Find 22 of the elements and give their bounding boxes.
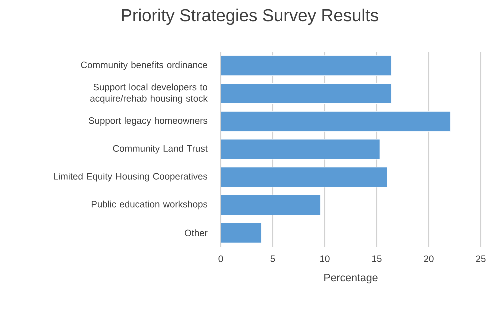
y-tick-label: Public education workshops [92, 200, 208, 210]
x-tick-label: 20 [424, 256, 434, 262]
x-axis-title: Percentage [324, 274, 378, 284]
x-tick-label: 10 [320, 256, 330, 262]
x-tick-label: 15 [372, 256, 382, 262]
bar [221, 222, 262, 244]
bar [221, 194, 322, 216]
x-tick-label: 5 [270, 256, 276, 262]
x-tick-label: 25 [476, 256, 486, 262]
y-tick-label: Community Land Trust [113, 145, 208, 154]
y-tick-label: Support local developers to acquire/rehab housing stock [90, 84, 208, 104]
bar [221, 139, 380, 160]
y-tick-label: Community benefits ordinance [81, 62, 208, 70]
y-tick-label: Limited Equity Housing Cooperatives [54, 173, 208, 182]
y-tick-label: Other [185, 230, 208, 236]
y-tick-label: Support legacy homeowners [89, 117, 208, 126]
bar [221, 167, 388, 188]
bar [221, 56, 392, 76]
x-tick-label: 0 [218, 256, 224, 262]
bar [221, 111, 452, 132]
chart-title: Priority Strategies Survey Results [122, 8, 378, 26]
bar [221, 83, 392, 104]
